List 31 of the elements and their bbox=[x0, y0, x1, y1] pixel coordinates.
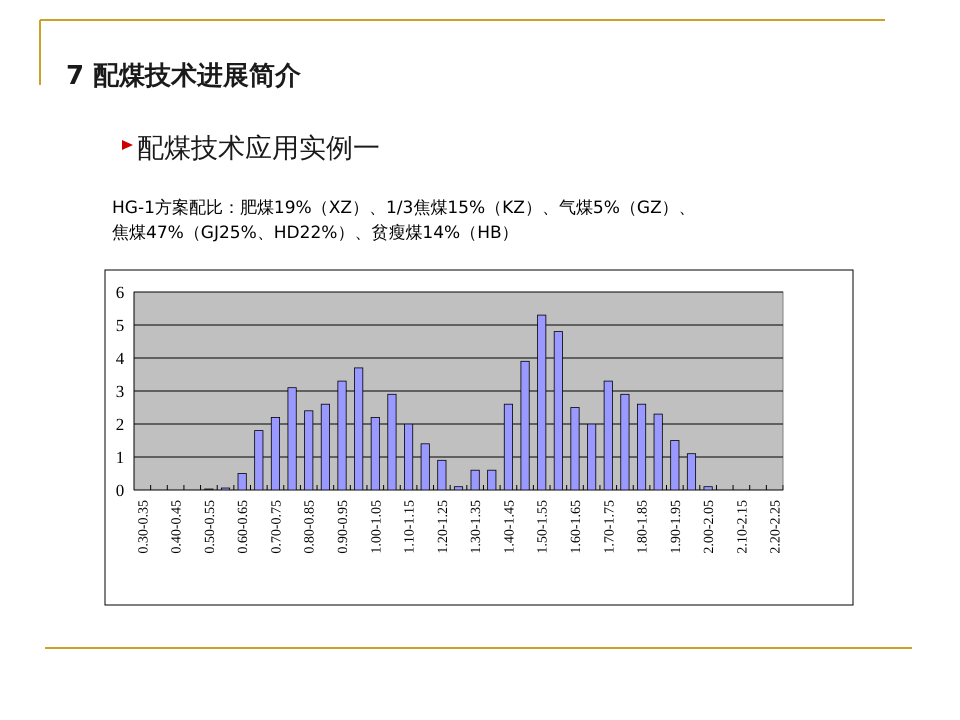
y-tick-label: 4 bbox=[116, 349, 125, 368]
x-tick-label: 1.70-1.75 bbox=[602, 500, 618, 554]
x-tick-label: 0.30-0.35 bbox=[136, 500, 152, 554]
x-tick-label: 1.40-1.45 bbox=[502, 500, 518, 554]
y-tick-label: 0 bbox=[116, 481, 124, 500]
y-tick-label: 6 bbox=[116, 283, 124, 302]
x-tick-label: 1.90-1.95 bbox=[668, 500, 684, 554]
x-tick-label: 0.60-0.65 bbox=[236, 500, 252, 554]
x-tick-label: 0.70-0.75 bbox=[269, 500, 284, 554]
x-tick-label: 1.10-1.15 bbox=[402, 500, 418, 554]
x-tick-label: 1.60-1.65 bbox=[568, 500, 584, 554]
y-tick-label: 1 bbox=[116, 448, 124, 467]
x-tick-label: 1.00-1.05 bbox=[369, 500, 384, 554]
x-tick-label: 1.50-1.55 bbox=[536, 500, 551, 554]
x-tick-label: 1.80-1.85 bbox=[636, 500, 651, 554]
x-tick-label: 2.00-2.05 bbox=[702, 500, 718, 554]
x-tick-label: 1.20-1.25 bbox=[436, 500, 451, 554]
x-tick-label: 0.80-0.85 bbox=[302, 500, 318, 554]
x-tick-label: 0.40-0.45 bbox=[170, 500, 185, 554]
text: HG-1方案配比：肥煤19%（XZ）、1/3焦煤15%（KZ）、气煤5%（GZ）、 bbox=[112, 198, 696, 218]
x-tick-label: 0.90-0.95 bbox=[336, 500, 352, 554]
chart-subtitle: 配煤技术应用实例一 bbox=[137, 133, 380, 164]
x-tick-label: 2.20-2.25 bbox=[768, 500, 784, 554]
text: 焦煤47%（GJ25%、HD22%）、贫瘦煤14%（HB） bbox=[112, 223, 519, 243]
x-tick-label: 1.30-1.35 bbox=[469, 500, 484, 554]
chart-title: 7 配煤技术进展简介 bbox=[66, 61, 302, 91]
x-tick-label: 2.10-2.15 bbox=[735, 500, 750, 554]
y-tick-label: 3 bbox=[116, 382, 124, 401]
x-tick-label: 0.50-0.55 bbox=[202, 500, 218, 554]
y-tick-label: 2 bbox=[116, 415, 124, 434]
y-tick-label: 5 bbox=[116, 316, 124, 335]
